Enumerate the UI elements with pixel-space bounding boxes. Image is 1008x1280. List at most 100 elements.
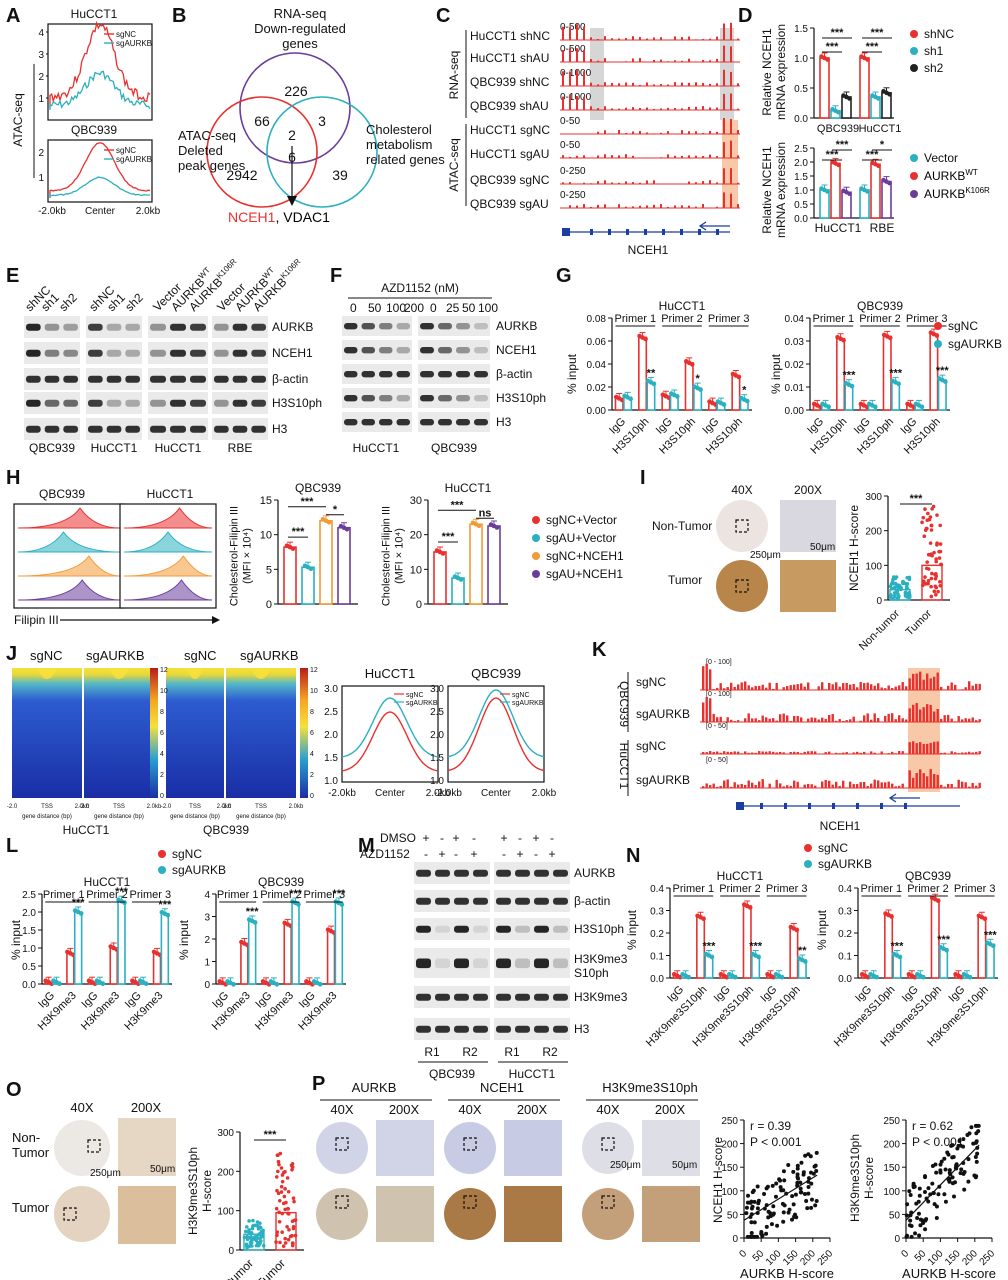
signal-peak: [761, 751, 764, 754]
colorbar-tick: 0: [310, 793, 314, 800]
signal-peak: [723, 168, 725, 185]
treatment-sign: +: [548, 847, 555, 861]
blot-band: [553, 993, 568, 1001]
blot-band: [473, 897, 488, 905]
data-point: [752, 1199, 757, 1204]
blot-band: [344, 371, 358, 378]
signal-peak: [737, 38, 739, 41]
signal-peak: [618, 130, 620, 135]
set-label-atac: ATAC-seq Deleted peak genes: [178, 128, 246, 173]
signal-peak: [838, 686, 841, 690]
y-tick-label: 2.5: [794, 144, 808, 155]
y-tick-label: 2: [204, 935, 210, 946]
data-point: [911, 1181, 916, 1186]
blot-band: [344, 347, 358, 354]
primer-label: Primer 3: [708, 313, 750, 325]
blot-band: [232, 399, 248, 407]
legend-label: sgAU+Vector: [546, 531, 616, 545]
primer-label: Primer 3: [130, 889, 172, 901]
x-group-label: QBC939: [817, 123, 859, 135]
signal-peak: [709, 785, 712, 788]
signal-peak: [779, 751, 782, 754]
mag-label: 40X: [731, 483, 752, 497]
x-tick-label: TSS: [41, 804, 53, 810]
signal-peak: [737, 61, 739, 63]
y-tick-label: 150: [721, 1163, 738, 1174]
signal-peak: [726, 717, 729, 722]
track-label: HuCCT1 sgAU: [470, 147, 549, 161]
blot-band: [496, 958, 511, 969]
signal-peak: [667, 39, 669, 41]
blot-row-label: H3K9me3: [574, 990, 628, 1004]
data-point: [849, 383, 855, 389]
heatmap-label: sgAURKB: [240, 648, 299, 663]
blot-band: [454, 869, 469, 877]
set-label-rna: RNA-seq Down-regulated genes: [254, 6, 346, 51]
signal-peak: [695, 39, 697, 41]
signal-peak: [943, 752, 946, 754]
heatmap: [226, 668, 296, 798]
gene-exon: [760, 803, 763, 809]
signal-peak: [562, 155, 564, 159]
signal-peak: [597, 181, 599, 185]
data-point: [928, 1192, 933, 1197]
signal-peak: [705, 752, 708, 754]
signal-peak: [639, 37, 641, 41]
signal-peak: [877, 718, 880, 722]
signal-peak: [873, 779, 876, 788]
tissue-core: [444, 1122, 496, 1174]
chart-title: QBC939: [71, 123, 117, 137]
blot-band: [438, 419, 452, 426]
signal-peak: [915, 673, 918, 690]
data-point: [922, 534, 927, 539]
data-point: [947, 1176, 952, 1181]
signal-peak: [933, 676, 936, 690]
data-point: [813, 1203, 818, 1208]
colorbar: [150, 668, 158, 798]
x-tick-label: 2.0kb: [217, 804, 232, 810]
signal-peak: [667, 183, 669, 185]
x-tick-label: Tumor: [903, 607, 934, 638]
panel-letter-p: P: [312, 1073, 325, 1095]
data-point: [847, 96, 852, 101]
data-point: [814, 1150, 819, 1155]
blot-band: [232, 323, 248, 331]
count-label: 226: [284, 83, 308, 99]
signal-peak: [751, 718, 754, 722]
signal-peak: [695, 82, 697, 87]
data-point: [779, 974, 785, 980]
y-tick-label: 2.0: [22, 908, 36, 919]
group-label: RNA-seq: [447, 51, 461, 100]
blot-band: [125, 399, 140, 407]
colorbar-tick: 12: [160, 667, 168, 674]
data-point: [904, 1213, 909, 1218]
signal-peak: [950, 682, 953, 690]
y-tick-label: 0.3: [838, 907, 852, 918]
sig-label: *: [880, 139, 885, 151]
data-point: [935, 513, 939, 517]
y-axis-label: NCEH1 H-score: [711, 1137, 725, 1223]
signal-peak: [754, 685, 757, 690]
signal-peak: [576, 205, 578, 209]
sig-label: ***: [749, 941, 763, 953]
signal-peak: [912, 741, 915, 754]
signal-peak: [726, 751, 729, 754]
data-point: [934, 1216, 939, 1221]
blot-strip: [418, 316, 490, 336]
signal-peak: [733, 686, 736, 690]
data-point: [781, 1210, 786, 1215]
blot-band: [534, 958, 549, 969]
y-tick-label: 1.0: [794, 186, 808, 197]
signal-peak: [747, 685, 750, 690]
data-point: [915, 1215, 920, 1220]
signal-peak: [562, 71, 564, 87]
data-point: [926, 1199, 931, 1204]
signal-peak: [604, 130, 606, 135]
signal-peak: [845, 787, 848, 788]
signal-peak: [908, 708, 911, 722]
x-axis-label: AURKB H-score: [902, 1266, 996, 1280]
legend-marker: [910, 64, 918, 72]
data-point: [786, 1210, 791, 1215]
blot-band: [553, 897, 568, 905]
signal-peak: [807, 783, 810, 788]
